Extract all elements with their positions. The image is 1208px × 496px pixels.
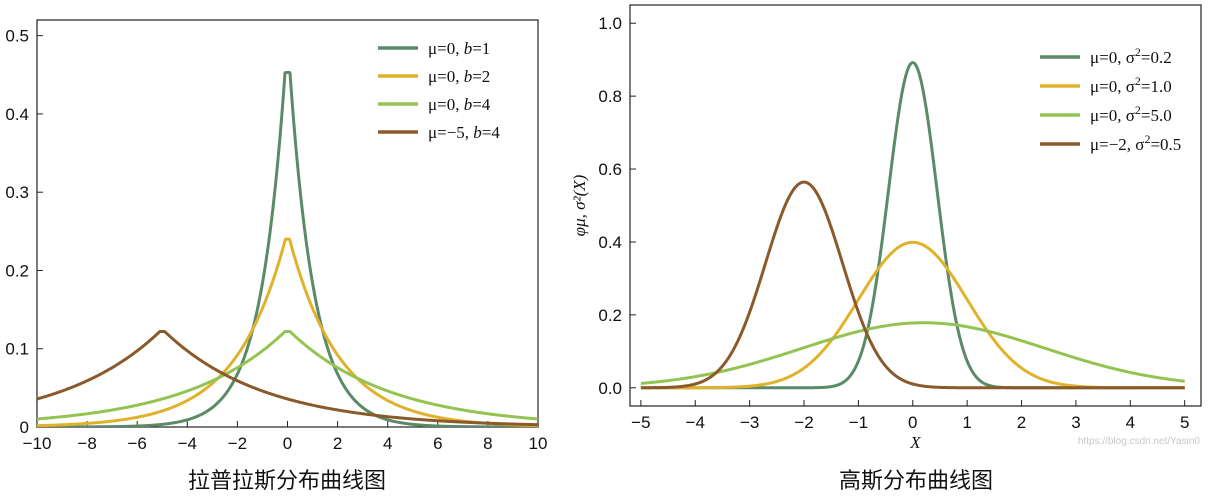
- legend-label-var: b: [464, 67, 473, 86]
- x-tick-label: 1: [962, 413, 971, 432]
- legend-label-text: μ=−2, σ: [1090, 135, 1144, 154]
- x-tick-label: 8: [483, 434, 492, 453]
- x-tick-label: 3: [1071, 413, 1080, 432]
- legend-label-text: =2: [472, 67, 490, 86]
- x-tick-label: −4: [686, 413, 705, 432]
- legend-label-text: =0.5: [1150, 135, 1181, 154]
- legend-label-2: μ=0, σ2=1.0: [1090, 74, 1172, 96]
- chart-title: 高斯分布曲线图: [839, 469, 993, 494]
- x-tick-label: −2: [794, 413, 813, 432]
- chart-1: −10 −8 −6 −4 −2 0 2 4 6 8 10 0 0.1 0.2 0.3 0.4 0.5 μ=0, b…: [5, 19, 548, 494]
- series-line-1: [37, 70, 538, 427]
- legend-label-text: =1: [472, 39, 490, 58]
- legend-label-text: =5.0: [1141, 106, 1172, 125]
- series-line-4: [640, 180, 1186, 390]
- legend-label-sup: 2: [1135, 45, 1141, 59]
- legend-label-text: μ=0, σ: [1090, 106, 1135, 125]
- x-tick-label: −3: [740, 413, 759, 432]
- x-tick-label: 6: [433, 434, 442, 453]
- chart-title: 拉普拉斯分布曲线图: [188, 469, 386, 494]
- y-tick-label: 0.6: [598, 160, 622, 179]
- x-tick-label: −5: [631, 413, 650, 432]
- x-tick-label: 4: [383, 434, 392, 453]
- legend-label-var: b: [464, 39, 473, 58]
- legend-label-text: μ=0,: [428, 67, 464, 86]
- y-tick-label: 0: [20, 418, 29, 437]
- x-tick-label: 0: [283, 434, 292, 453]
- x-tick-label: −4: [178, 434, 197, 453]
- x-tick-label: −2: [228, 434, 247, 453]
- y-tick-label: 1.0: [598, 14, 622, 33]
- watermark: https://blog.csdn.net/Yasin0: [1078, 436, 1201, 447]
- x-axis-label: X: [909, 433, 921, 452]
- x-tick-label: −1: [849, 413, 868, 432]
- y-tick-label: 0.1: [5, 340, 29, 359]
- legend-label-text: μ=0,: [428, 95, 464, 114]
- legend-label-text: μ=0,: [428, 39, 464, 58]
- y-tick-label: 0.3: [5, 183, 29, 202]
- y-tick-label: 0.2: [598, 306, 622, 325]
- legend-label-sup: 2: [1144, 132, 1150, 146]
- legend-label-sup: 2: [1135, 103, 1141, 117]
- series-line-4: [37, 330, 538, 427]
- legend-label-text: μ=0, σ: [1090, 77, 1135, 96]
- plot-frame: [629, 4, 1202, 407]
- legend-label-4: μ=−2, σ2=0.5: [1090, 132, 1181, 154]
- legend-label-var: b: [473, 123, 482, 142]
- y-tick-label: 0.4: [598, 233, 622, 252]
- y-tick-label: 0.8: [598, 87, 622, 106]
- series-group: [640, 61, 1186, 390]
- legend-label-1: μ=0, b=1: [428, 39, 490, 58]
- legend-label-2: μ=0, b=2: [428, 67, 490, 86]
- y-axis-label: φμ, σ²(X): [570, 174, 589, 236]
- legend-label-text: =1.0: [1141, 77, 1172, 96]
- legend-label-4: μ=−5, b=4: [428, 123, 500, 142]
- legend-label-text: =0.2: [1141, 48, 1172, 67]
- y-tick-label: 0.4: [5, 105, 29, 124]
- series-line-3: [37, 330, 538, 421]
- legend-label-text: μ=0, σ: [1090, 48, 1135, 67]
- legend-label-text: =4: [482, 123, 501, 142]
- series-line-2: [37, 237, 538, 427]
- x-tick-label: 2: [1017, 413, 1026, 432]
- x-tick-label: 0: [908, 413, 917, 432]
- y-tick-label: 0.5: [5, 27, 29, 46]
- x-tick-label: −6: [128, 434, 147, 453]
- y-tick-label: 0.0: [598, 379, 622, 398]
- legend-label-3: μ=0, σ2=5.0: [1090, 103, 1172, 125]
- legend-label-text: μ=−5,: [428, 123, 473, 142]
- y-tick-label: 0.2: [5, 261, 29, 280]
- series-line-3: [640, 321, 1186, 385]
- series-group: [37, 70, 538, 427]
- legend-label-text: =4: [472, 95, 491, 114]
- legend-label-sup: 2: [1135, 74, 1141, 88]
- legend-label-3: μ=0, b=4: [428, 95, 491, 114]
- x-tick-label: 5: [1180, 413, 1189, 432]
- legend-label-var: b: [464, 95, 473, 114]
- chart-2: −5 −4 −3 −2 −1 0 1 2 3 4 5 0.0 0.2 0.4 0.6 0.8 1.0 μ=0, σ…: [570, 4, 1202, 494]
- x-tick-label: 10: [529, 434, 548, 453]
- x-tick-label: −8: [77, 434, 96, 453]
- x-tick-label: 4: [1126, 413, 1135, 432]
- legend-label-1: μ=0, σ2=0.2: [1090, 45, 1172, 67]
- x-tick-label: 2: [333, 434, 342, 453]
- x-tick-label: −10: [23, 434, 52, 453]
